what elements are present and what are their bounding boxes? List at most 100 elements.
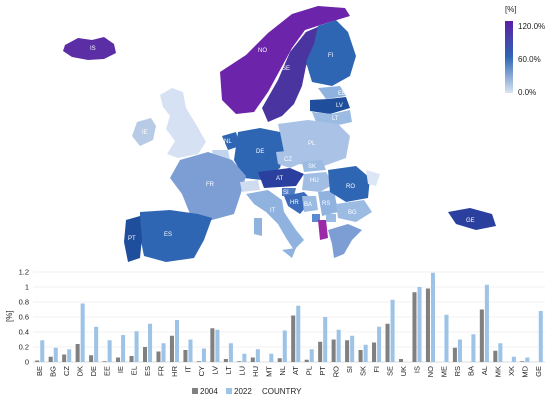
bar-2022-RS <box>457 339 462 362</box>
legend-swatch-2022 <box>226 388 232 394</box>
x-tick-label: FI <box>372 366 381 373</box>
region-moldova <box>366 170 380 186</box>
legend-label-2004: 2004 <box>200 387 218 396</box>
x-tick-label: ME <box>439 366 448 377</box>
bar-2004-AT <box>291 315 296 362</box>
x-tick-label: SK <box>359 366 368 376</box>
country-label: ES <box>164 232 172 238</box>
bar-2022-MK <box>498 343 503 362</box>
region-bulgaria <box>336 200 372 222</box>
x-tick-label: XK <box>507 366 516 376</box>
bar-2004-PT <box>318 341 323 362</box>
country-label: GE <box>466 218 475 224</box>
x-tick-label: HU <box>251 366 260 377</box>
x-tick-label: HR <box>170 365 179 376</box>
country-label: RS <box>322 201 330 207</box>
region-sweden <box>262 26 320 122</box>
y-tick-label: 0.4 <box>19 328 29 337</box>
legend-unit: [%] <box>505 5 517 14</box>
legend-mid-label: 60.0% <box>518 55 541 64</box>
x-tick-label: MT <box>264 366 273 377</box>
x-tick-label: LV <box>210 366 219 375</box>
bar-2004-MK <box>493 350 498 362</box>
x-tick-label: BA <box>466 366 475 376</box>
bar-2022-EE <box>107 340 112 362</box>
bar-2004-SI <box>345 340 350 362</box>
bar-2022-BG <box>53 347 58 362</box>
country-label: PT <box>128 236 136 242</box>
x-tick-label: ES <box>143 366 152 376</box>
x-tick-label: MK <box>493 366 502 377</box>
x-tick-label: CY <box>197 366 206 376</box>
x-tick-label: SI <box>345 366 354 373</box>
country-label: PL <box>308 141 316 147</box>
bar-2004-IE <box>116 357 121 362</box>
x-tick-label: BE <box>35 366 44 376</box>
country-label: IE <box>142 130 148 136</box>
bar-2004-IS <box>412 292 417 362</box>
bar-2004-FI <box>372 342 377 362</box>
bar-2004-DE <box>89 355 94 362</box>
bar-2022-LU <box>242 353 247 362</box>
bar-2022-SE <box>390 299 395 362</box>
legend-max-label: 120.0% <box>518 22 545 31</box>
region-switzerland <box>240 180 260 192</box>
bar-2004-RO <box>331 339 336 362</box>
bar-2004-FR <box>156 351 161 362</box>
region-finland <box>306 20 356 86</box>
bar-2004-DK <box>75 344 80 362</box>
region-spain <box>140 210 212 262</box>
bar-2022-HU <box>255 349 260 362</box>
bar-2022-MD <box>525 357 530 362</box>
bar-2022-NL <box>282 330 287 362</box>
bar-2022-AL <box>484 284 489 362</box>
x-tick-label: CZ <box>62 366 71 376</box>
country-label: NL <box>224 139 232 145</box>
bar-2022-GE <box>538 311 543 362</box>
bar-2022-ES <box>148 323 153 362</box>
country-label: HU <box>310 178 319 184</box>
x-tick-label: AT <box>291 366 300 375</box>
bar-2022-DK <box>80 303 85 362</box>
bar-2022-CZ <box>67 349 72 362</box>
bar-2022-IT <box>188 339 193 362</box>
bar-2022-PT <box>323 317 328 362</box>
country-label: DE <box>256 149 264 155</box>
bar-2004-CZ <box>62 354 67 362</box>
x-tick-label: LU <box>237 366 246 376</box>
bar-2004-HR <box>169 335 174 362</box>
region-greece <box>328 224 362 258</box>
bar-2004-ES <box>142 347 148 362</box>
x-tick-label: AL <box>480 366 489 375</box>
x-axis-ticks: BE BG CZ DK DE EE IE EL ES FR HR IT CY LV LT LU HU MT NL AT… <box>35 365 543 377</box>
legend-swatch-2004 <box>192 388 198 394</box>
bar-2022-IE <box>121 335 126 362</box>
x-tick-label: DE <box>89 366 98 376</box>
x-tick-label: LT <box>224 366 233 375</box>
region-ireland <box>132 118 156 146</box>
x-tick-label: RS <box>453 366 462 376</box>
country-label: EE <box>338 91 346 97</box>
country-label: SE <box>282 66 290 72</box>
country-label: SK <box>308 164 316 170</box>
bar-2004-HU <box>250 357 255 362</box>
country-label: CZ <box>284 157 292 163</box>
region-italy <box>246 190 304 250</box>
bar-2022-IS <box>417 287 422 362</box>
x-tick-label: SE <box>386 366 395 376</box>
y-axis-label: [%] <box>5 310 14 322</box>
region-uk <box>160 88 206 158</box>
x-tick-label: PT <box>318 366 327 376</box>
country-label: AT <box>276 176 284 182</box>
y-axis-ticks: 0 0.2 0.4 0.6 0.8 1 1.2 <box>19 268 29 367</box>
bar-2022-BA <box>471 334 476 362</box>
bar-2022-RO <box>336 329 341 362</box>
country-label: HR <box>290 200 299 206</box>
bar-2022-SI <box>350 335 355 362</box>
region-albania <box>318 220 328 240</box>
bar-2004-RS <box>452 347 457 362</box>
bar-2022-ME <box>444 314 449 362</box>
x-tick-label: GE <box>534 366 543 377</box>
bar-2022-XK <box>511 356 516 362</box>
